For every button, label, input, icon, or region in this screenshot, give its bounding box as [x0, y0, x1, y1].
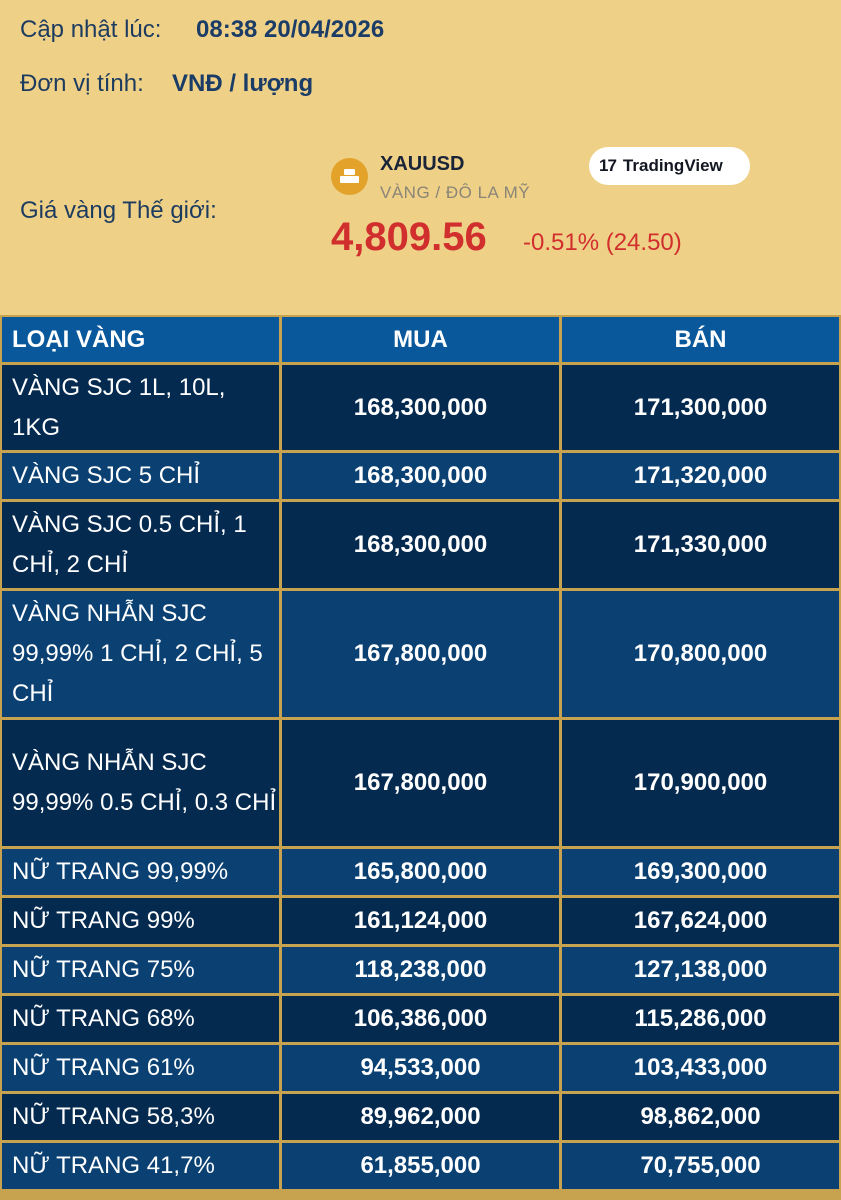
row-type: NỮ TRANG 68% [2, 996, 279, 1042]
gold-bar-top [344, 169, 355, 175]
row-buy: 168,300,000 [282, 453, 559, 499]
row-buy: 165,800,000 [282, 849, 559, 895]
row-buy: 167,800,000 [282, 720, 559, 846]
update-time-row: Cập nhật lúc: 08:38 20/04/2026 [20, 16, 384, 44]
row-sell: 169,300,000 [562, 849, 839, 895]
row-sell: 167,624,000 [562, 898, 839, 944]
row-buy: 106,386,000 [282, 996, 559, 1042]
row-buy: 61,855,000 [282, 1143, 559, 1189]
row-type: NỮ TRANG 61% [2, 1045, 279, 1091]
gold-price-table: LOẠI VÀNG MUA BÁN VÀNG SJC 1L, 10L, 1KG … [0, 315, 841, 1200]
row-buy: 161,124,000 [282, 898, 559, 944]
row-sell: 170,900,000 [562, 720, 839, 846]
price-header: Cập nhật lúc: 08:38 20/04/2026 Đơn vị tí… [0, 0, 841, 312]
row-type: NỮ TRANG 58,3% [2, 1094, 279, 1140]
row-type: VÀNG NHẪN SJC 99,99% 1 CHỈ, 2 CHỈ, 5 CHỈ [2, 591, 279, 717]
world-gold-label: Giá vàng Thế giới: [20, 197, 217, 224]
column-header-type: LOẠI VÀNG [2, 317, 279, 362]
unit-label: Đơn vị tính: [20, 70, 144, 97]
unit-row: Đơn vị tính: VNĐ / lượng [20, 70, 313, 98]
row-type: VÀNG SJC 5 CHỈ [2, 453, 279, 499]
row-type: NỮ TRANG 99,99% [2, 849, 279, 895]
row-type: NỮ TRANG 41,7% [2, 1143, 279, 1189]
gold-bar-bottom [340, 176, 359, 183]
row-buy: 167,800,000 [282, 591, 559, 717]
row-buy: 118,238,000 [282, 947, 559, 993]
row-buy: 89,962,000 [282, 1094, 559, 1140]
row-type: NỮ TRANG 75% [2, 947, 279, 993]
row-type: VÀNG SJC 1L, 10L, 1KG [2, 365, 279, 450]
update-time-value: 08:38 20/04/2026 [196, 16, 385, 43]
row-sell: 170,800,000 [562, 591, 839, 717]
row-sell: 70,755,000 [562, 1143, 839, 1189]
ticker-description: VÀNG / ĐÔ LA MỸ [380, 183, 531, 202]
ticker-symbol[interactable]: XAUUSD [380, 153, 465, 175]
row-type: NỮ TRANG 99% [2, 898, 279, 944]
row-buy: 168,300,000 [282, 502, 559, 588]
column-header-buy: MUA [282, 317, 559, 362]
row-sell: 171,300,000 [562, 365, 839, 450]
row-buy: 94,533,000 [282, 1045, 559, 1091]
row-sell: 171,330,000 [562, 502, 839, 588]
gold-price: 4,809.56 [331, 215, 487, 259]
row-sell: 98,862,000 [562, 1094, 839, 1140]
row-type: VÀNG SJC 0.5 CHỈ, 1 CHỈ, 2 CHỈ [2, 502, 279, 588]
unit-value: VNĐ / lượng [172, 70, 314, 97]
tradingview-button[interactable]: 17 TradingView [589, 147, 750, 185]
row-sell: 103,433,000 [562, 1045, 839, 1091]
tradingview-label: TradingView [622, 156, 723, 175]
tradingview-logo-icon: 17 [599, 156, 617, 175]
price-change: -0.51% (24.50) [523, 229, 682, 256]
update-time-label: Cập nhật lúc: [20, 16, 162, 43]
row-sell: 115,286,000 [562, 996, 839, 1042]
row-sell: 127,138,000 [562, 947, 839, 993]
row-buy: 168,300,000 [282, 365, 559, 450]
column-header-sell: BÁN [562, 317, 839, 362]
row-type: VÀNG NHẪN SJC 99,99% 0.5 CHỈ, 0.3 CHỈ [2, 720, 279, 846]
row-sell: 171,320,000 [562, 453, 839, 499]
gold-bar-icon [331, 158, 368, 195]
